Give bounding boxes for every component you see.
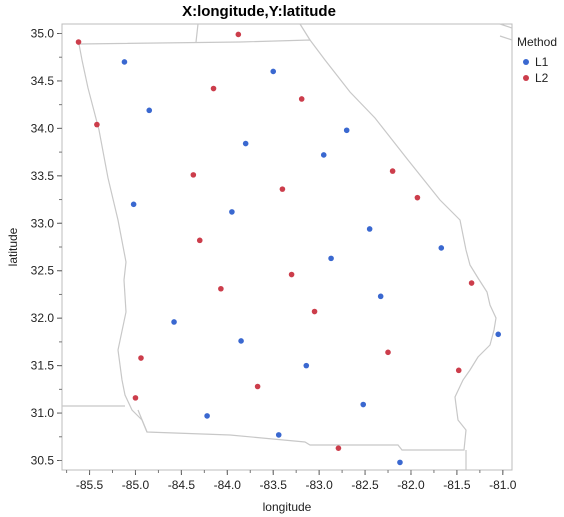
legend-label-l2: L2	[535, 71, 549, 85]
scatter-point-l2	[389, 168, 396, 174]
scatter-point-l2	[414, 194, 421, 201]
x-tick-label: -81.5	[443, 478, 471, 492]
y-tick-label: 33.0	[31, 216, 55, 230]
scatter-point-l1	[270, 68, 277, 75]
x-tick-label: -81.0	[489, 478, 517, 492]
scatter-point-l2	[75, 39, 82, 45]
state-boundaries	[62, 23, 513, 470]
scatter-point-l1	[242, 140, 249, 147]
x-tick-label: -85.0	[122, 478, 150, 492]
scatter-point-l2	[385, 349, 391, 356]
scatter-point-l2	[190, 172, 197, 178]
border-tn-nc	[195, 23, 199, 43]
scatter-point-l2	[254, 383, 261, 390]
border-nc-sc	[299, 23, 311, 41]
scatter-point-l1	[171, 319, 177, 325]
scatter-point-l1	[146, 107, 153, 114]
scatter-point-l2	[210, 85, 217, 92]
y-tick-label: 32.0	[31, 311, 55, 325]
y-axis-label: latitude	[6, 227, 20, 266]
y-tick-label: 34.0	[31, 121, 55, 135]
scatter-point-l2	[335, 445, 342, 451]
y-tick-label: 31.5	[31, 359, 55, 373]
scatter-point-l2	[288, 271, 295, 278]
y-tick-label: 33.5	[31, 169, 55, 183]
scatter-point-l2	[94, 121, 100, 128]
legend: Method L1 L2	[517, 35, 557, 85]
scatter-point-l1	[303, 362, 310, 369]
scatter-point-l1	[238, 338, 244, 344]
y-axis: 30.5 31.0 31.5 32.0 32.5 33.0 33.5 34.0 34.5 35.0	[31, 26, 62, 468]
x-axis-label: longitude	[263, 500, 312, 514]
scatter-point-l1	[275, 432, 282, 438]
scatter-point-l1	[130, 201, 137, 208]
scatter-point-l1	[360, 401, 367, 408]
scatter-point-l1	[366, 226, 373, 232]
x-tick-label: -85.5	[76, 478, 104, 492]
scatter-point-l2	[196, 237, 203, 244]
x-tick-label: -83.5	[260, 478, 288, 492]
scatter-point-l1	[229, 209, 235, 215]
x-tick-label: -82.0	[397, 478, 425, 492]
scatter-point-l2	[138, 355, 144, 361]
y-tick-label: 30.5	[31, 454, 55, 468]
scatter-point-l1	[397, 459, 403, 466]
scatter-point-l1	[495, 331, 502, 338]
y-tick-label: 34.5	[31, 74, 55, 88]
scatter-point-l2	[311, 308, 318, 315]
scatter-point-l1	[343, 127, 350, 134]
chart-title: X:longitude,Y:latitude	[182, 3, 336, 20]
scatter-point-l2	[298, 96, 305, 102]
x-tick-label: -82.5	[351, 478, 379, 492]
y-tick-label: 31.0	[31, 406, 55, 420]
x-tick-label: -84.5	[168, 478, 196, 492]
coastline-ne	[499, 23, 513, 41]
y-tick-label: 35.0	[31, 26, 55, 40]
scatter-point-l1	[204, 413, 210, 419]
scatter-point-l1	[438, 245, 445, 251]
scatter-point-l1	[328, 255, 334, 262]
x-axis: -85.5 -85.0 -84.5 -84.0 -83.5 -83.0 -82.5 -82.0…	[66, 470, 517, 492]
y-tick-label: 32.5	[31, 264, 55, 278]
legend-label-l1: L1	[535, 55, 549, 69]
scatter-point-l1	[377, 293, 384, 300]
legend-marker-l2	[523, 75, 529, 81]
data-points	[75, 31, 502, 466]
x-tick-label: -83.0	[305, 478, 333, 492]
state-outline	[78, 39, 497, 451]
plot-frame	[61, 23, 513, 471]
scatter-point-l2	[235, 31, 242, 38]
scatter-point-l2	[468, 280, 475, 286]
scatter-point-l1	[320, 152, 327, 158]
scatter-point-l2	[455, 367, 462, 374]
legend-marker-l1	[523, 59, 529, 65]
scatter-point-l1	[121, 59, 128, 65]
legend-title: Method	[517, 35, 557, 49]
scatter-point-l2	[132, 395, 139, 401]
scatter-point-l2	[279, 186, 286, 192]
border-al-south	[137, 409, 148, 433]
x-tick-label: -84.0	[214, 478, 242, 492]
scatter-point-l2	[218, 285, 224, 292]
